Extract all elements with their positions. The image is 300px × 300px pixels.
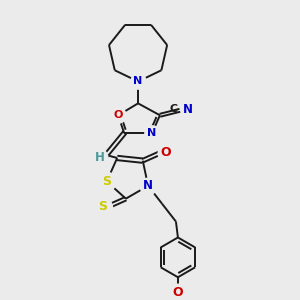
Text: N: N: [183, 103, 193, 116]
Text: O: O: [113, 110, 123, 120]
Text: O: O: [172, 286, 183, 298]
Text: N: N: [143, 179, 153, 192]
Text: N: N: [147, 128, 157, 138]
Text: S: S: [102, 175, 111, 188]
Text: S: S: [98, 200, 107, 213]
Text: C: C: [170, 104, 178, 114]
Text: H: H: [94, 151, 104, 164]
Text: N: N: [134, 76, 143, 86]
Text: O: O: [160, 146, 171, 159]
